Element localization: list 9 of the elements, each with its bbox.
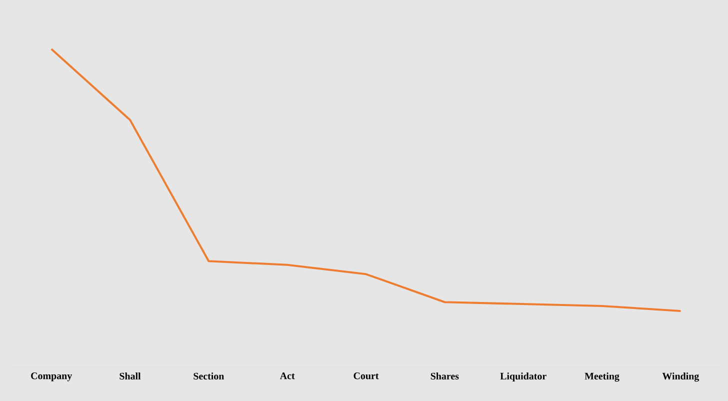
x-tick-label: Section [194, 372, 224, 380]
x-tick-label: Shares [430, 372, 459, 380]
x-tick-label: Liquidator [500, 372, 546, 382]
x-tick-label: Court [354, 372, 379, 380]
x-tick-label: Winding [662, 372, 700, 382]
x-tick-label: Meeting [584, 372, 620, 382]
x-tick-label: Company [31, 372, 72, 382]
x-tick-label: Shall [120, 372, 141, 380]
x-tick-label: Act [280, 372, 295, 380]
